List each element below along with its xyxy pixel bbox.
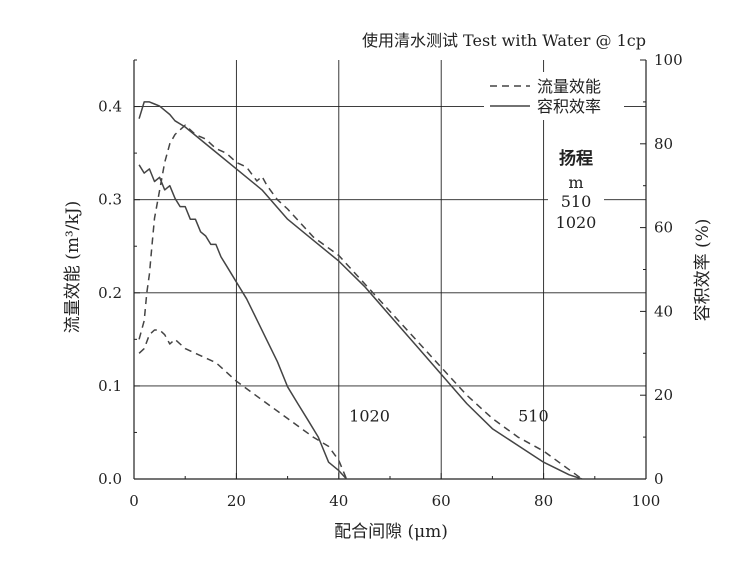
x-tick-label-4: 80 [534, 492, 553, 510]
curve-label-1020: 1020 [349, 406, 390, 425]
ticks: 0 20 40 60 80 100 0.0 0.1 0.2 0.3 0.4 0 20 40 60 80 100 [98, 51, 683, 510]
y2-tick-label-3: 60 [654, 219, 673, 237]
x-tick-label-0: 0 [129, 492, 139, 510]
x-tick-label-2: 40 [329, 492, 348, 510]
legend-background [484, 72, 624, 120]
y-tick-label-0: 0.0 [98, 470, 122, 488]
head-note-unit: m [568, 173, 583, 192]
grid [134, 60, 646, 479]
y2-tick-label-1: 20 [654, 386, 673, 404]
x-tick-label-3: 60 [432, 492, 451, 510]
y-tick-label-3: 0.3 [98, 191, 122, 209]
y-tick-label-4: 0.4 [98, 98, 122, 116]
x-axis-title: 配合间隙 (μm) [334, 522, 448, 542]
series-line-flow-efficiency-510 [138, 124, 583, 480]
head-note-value-1020: 1020 [556, 213, 597, 232]
legend-label-flow-efficiency: 流量效能 [537, 77, 601, 96]
y-axis-right-title: 容积效率 (%) [693, 219, 713, 322]
series-layer [138, 101, 583, 480]
axes [133, 60, 647, 480]
chart-title: 使用清水测试 Test with Water @ 1cp [362, 31, 646, 50]
series-line-flow-efficiency-1020 [138, 329, 348, 480]
head-note-title: 扬程 [559, 148, 593, 169]
x-tick-label-5: 100 [632, 492, 661, 510]
y-tick-label-1: 0.1 [98, 377, 122, 395]
series-line-volumetric-efficiency-510 [138, 101, 583, 480]
y-axis-left-title: 流量效能 (m³/kJ) [63, 201, 83, 333]
curve-label-510: 510 [518, 406, 549, 425]
y2-tick-label-0: 0 [654, 470, 664, 488]
x-tick-label-1: 20 [227, 492, 246, 510]
legend-label-volumetric-efficiency: 容积效率 [537, 97, 601, 116]
head-note-background [548, 145, 604, 237]
head-note-value-510: 510 [561, 192, 592, 211]
y-tick-label-2: 0.2 [98, 284, 122, 302]
legend: 流量效能 容积效率 [484, 72, 624, 120]
series-line-volumetric-efficiency-1020 [138, 164, 348, 480]
y2-tick-label-2: 40 [654, 302, 673, 320]
y2-tick-label-5: 100 [654, 51, 683, 69]
head-note: 扬程 m 510 1020 [548, 145, 604, 237]
y2-tick-label-4: 80 [654, 135, 673, 153]
